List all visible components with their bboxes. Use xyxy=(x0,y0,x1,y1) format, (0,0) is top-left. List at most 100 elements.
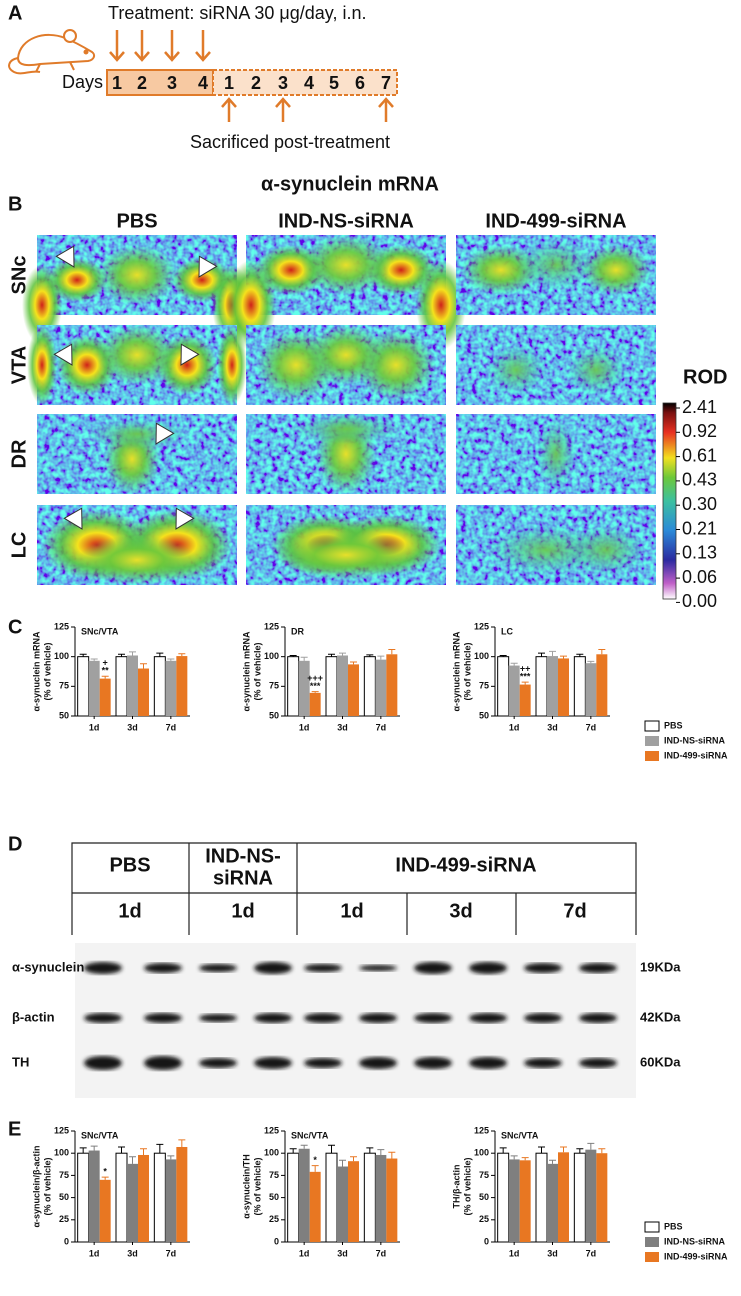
bar xyxy=(325,656,338,717)
day: 7 xyxy=(381,73,391,93)
day: 5 xyxy=(329,73,339,93)
y-axis-label: (% of vehicle) xyxy=(42,1157,52,1215)
y-tick-label: 125 xyxy=(264,1125,279,1135)
x-tick-label: 1d xyxy=(299,1248,310,1258)
colorbar-tick-label: 0.92 xyxy=(682,421,717,441)
error-bar xyxy=(300,656,308,661)
significance: * xyxy=(313,1155,317,1165)
day: 3 xyxy=(167,73,177,93)
bar xyxy=(287,656,300,717)
row-label: DR xyxy=(8,439,30,468)
error-bar xyxy=(560,655,567,659)
day: 3 xyxy=(278,73,288,93)
bar xyxy=(115,656,128,717)
y-tick-label: 100 xyxy=(54,651,69,661)
colorbar-tick-label: 0.13 xyxy=(682,543,717,563)
y-tick-label: 100 xyxy=(474,1148,489,1158)
significance: ** xyxy=(102,666,110,676)
colorbar-tick-label: 0.06 xyxy=(682,567,717,587)
error-bar xyxy=(587,660,595,664)
y-tick-label: 100 xyxy=(54,1148,69,1158)
size-label: 60KDa xyxy=(640,1054,681,1069)
mouse-icon xyxy=(8,29,96,75)
band xyxy=(84,962,122,974)
x-tick-label: 7d xyxy=(376,722,387,732)
error-bar xyxy=(510,1155,518,1160)
error-bar xyxy=(140,663,147,669)
panel-label: A xyxy=(8,2,22,24)
band xyxy=(579,1013,617,1023)
error-bar xyxy=(576,653,584,657)
band xyxy=(254,1057,292,1069)
y-tick-label: 75 xyxy=(59,681,69,691)
band xyxy=(469,962,507,974)
size-label: 42KDa xyxy=(640,1009,681,1024)
error-bar xyxy=(167,1155,175,1160)
x-tick-label: 7d xyxy=(166,1248,177,1258)
band xyxy=(524,963,562,973)
error-bar xyxy=(339,1159,346,1167)
error-bar xyxy=(101,1176,109,1180)
bar xyxy=(386,654,398,716)
blot-table xyxy=(71,842,637,935)
time-header: 1d xyxy=(340,900,363,922)
chart-title: SNc/VTA xyxy=(81,626,119,636)
error-bar xyxy=(521,681,529,685)
y-tick-label: 125 xyxy=(264,621,279,631)
legend-label: PBS xyxy=(664,720,683,730)
autoradiograph xyxy=(456,325,656,405)
group-header: IND-NS- xyxy=(205,845,281,867)
chart-title: DR xyxy=(291,626,304,636)
legend-label: PBS xyxy=(664,1221,683,1231)
bar xyxy=(547,1163,558,1242)
colorbar-tick-label: 0.43 xyxy=(682,470,717,490)
signal xyxy=(581,245,651,295)
error-bar xyxy=(598,649,606,655)
arrowhead-marker xyxy=(175,507,195,530)
y-tick-label: 0 xyxy=(484,1236,489,1246)
bar xyxy=(375,1154,387,1242)
bar xyxy=(519,684,531,716)
signal xyxy=(97,325,177,385)
error-bar xyxy=(79,1147,87,1154)
y-tick-label: 50 xyxy=(59,710,69,720)
bar xyxy=(585,1149,597,1242)
arrow-head xyxy=(195,51,211,62)
x-tick-label: 3d xyxy=(547,1248,558,1258)
signal xyxy=(217,325,247,405)
protein-label: α-synuclein xyxy=(12,959,84,974)
error-bar xyxy=(90,1145,98,1151)
band xyxy=(144,1013,182,1023)
band xyxy=(579,1058,617,1068)
column-header: IND-NS-siRNA xyxy=(278,210,414,232)
y-axis-label: α-synuclein mRNA xyxy=(31,631,41,712)
y-axis-label: (% of vehicle) xyxy=(462,1157,472,1215)
panel-title: α-synuclein mRNA xyxy=(261,173,439,195)
band xyxy=(414,1057,452,1069)
error-bar xyxy=(129,651,136,656)
legend-label: IND-NS-siRNA xyxy=(664,1236,726,1246)
legend-label: IND-499-siRNA xyxy=(664,1251,728,1261)
bar xyxy=(386,1158,398,1242)
band xyxy=(359,1013,397,1023)
band xyxy=(359,965,397,971)
error-bar xyxy=(587,1142,595,1150)
row-label: VTA xyxy=(8,346,30,385)
chart-title: SNc/VTA xyxy=(81,1130,119,1140)
arrow-head xyxy=(134,51,150,62)
time-header: 3d xyxy=(449,900,472,922)
error-bar xyxy=(388,649,396,655)
panel-label: D xyxy=(8,833,22,855)
group-header: siRNA xyxy=(213,867,273,889)
x-tick-label: 3d xyxy=(337,722,348,732)
colorbar-tick-label: 0.61 xyxy=(682,445,717,465)
panel-label: E xyxy=(8,1118,21,1140)
signal xyxy=(566,525,646,575)
day: 2 xyxy=(137,73,147,93)
error-bar xyxy=(140,1148,147,1155)
band xyxy=(579,963,617,973)
y-tick-label: 125 xyxy=(474,1125,489,1135)
bar xyxy=(88,1150,100,1242)
error-bar xyxy=(576,1148,584,1154)
